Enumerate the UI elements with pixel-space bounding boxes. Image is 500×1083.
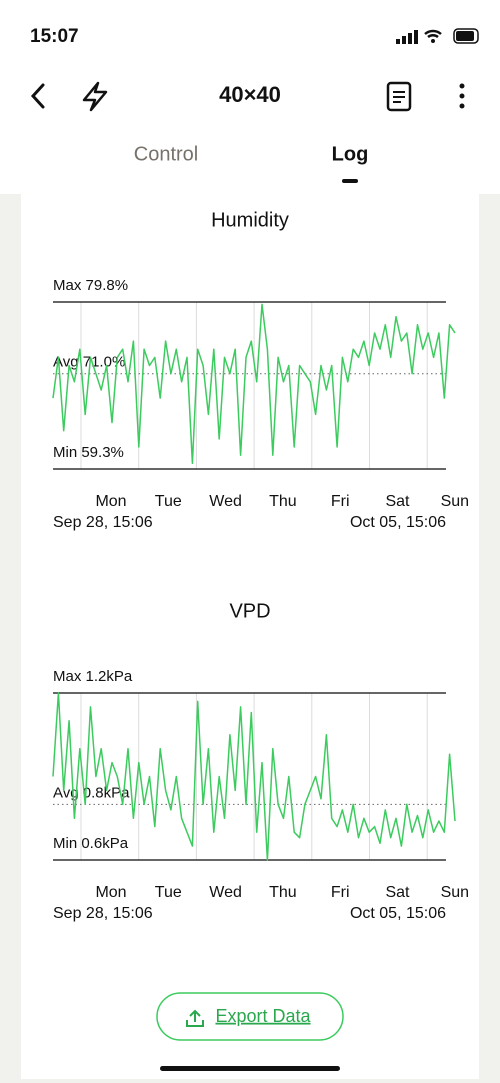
tab-indicator [342,179,358,183]
x-day-label: Mon [95,884,126,901]
y-reference-label: Min 59.3% [53,444,124,461]
back-button[interactable] [30,83,45,109]
range-start-label: Sep 28, 15:06 [53,514,153,531]
x-day-label: Thu [269,884,297,901]
battery-icon [453,28,479,44]
tab-log[interactable]: Log [332,143,369,165]
data-line [52,303,456,465]
wifi-dot [431,39,435,43]
export-icon [186,1009,204,1027]
x-day-label: Sun [441,884,469,901]
flash-button[interactable] [82,81,108,112]
header-title: 40×40 [219,82,281,107]
y-reference-label: Max 79.8% [53,277,128,294]
data-line [52,692,456,861]
x-day-label: Wed [209,493,242,510]
home-indicator [160,1066,340,1071]
range-start-label: Sep 28, 15:06 [53,905,153,922]
x-day-label: Fri [331,493,350,510]
x-day-label: Wed [209,884,242,901]
x-day-label: Tue [155,493,182,510]
y-reference-label: Max 1.2kPa [53,668,133,685]
x-day-label: Thu [269,493,297,510]
x-day-label: Mon [95,493,126,510]
notes-button[interactable] [386,81,412,112]
x-day-label: Sun [441,493,469,510]
export-button[interactable] [156,992,344,1041]
chart-title: Humidity [211,209,289,231]
wifi-icon [424,29,442,39]
x-day-label: Sat [385,493,410,510]
x-day-label: Sat [385,884,410,901]
chart-title: VPD [229,600,270,622]
x-day-label: Tue [155,884,182,901]
y-reference-label: Min 0.6kPa [53,835,129,852]
status-time: 15:07 [30,26,79,47]
signal-icon [396,30,418,44]
battery-level [456,31,474,41]
range-end-label: Oct 05, 15:06 [350,514,446,531]
export-label[interactable]: Export Data [215,1006,311,1026]
log-card [21,194,479,1079]
tab-control[interactable]: Control [134,143,198,165]
x-day-label: Fri [331,884,350,901]
more-button[interactable] [459,83,465,109]
range-end-label: Oct 05, 15:06 [350,905,446,922]
